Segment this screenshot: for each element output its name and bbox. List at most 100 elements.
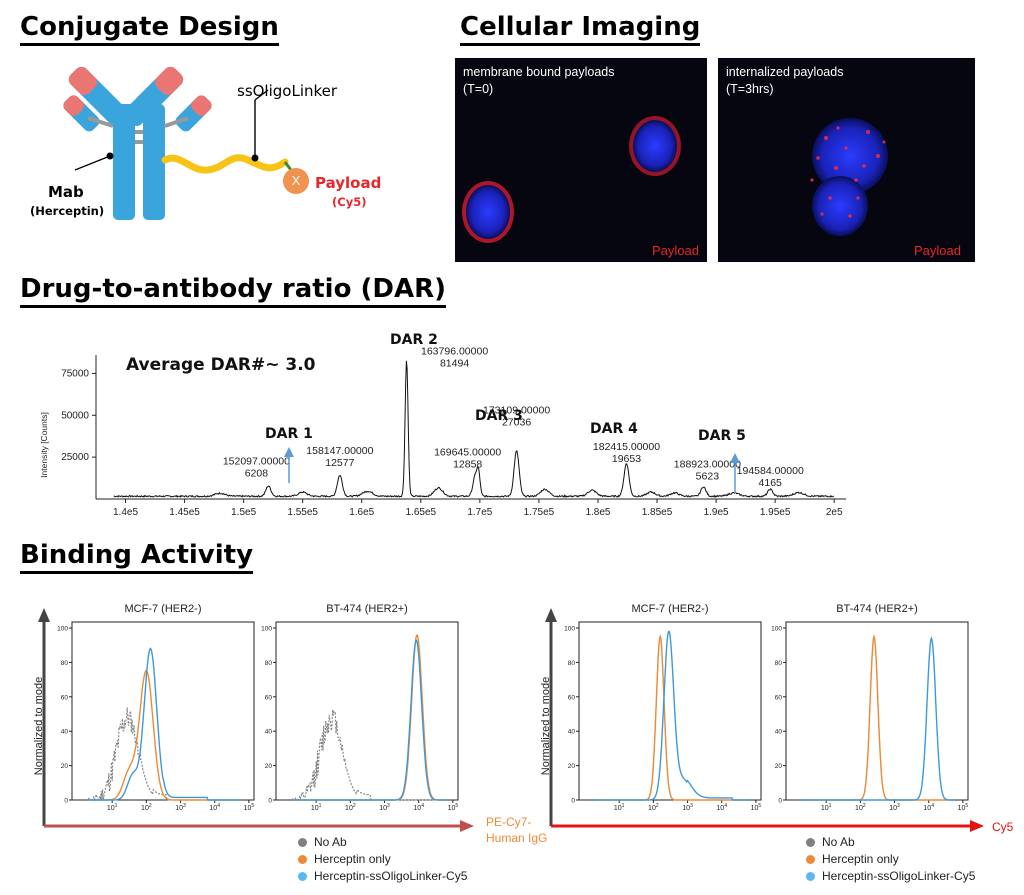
- binding-ytick-label: 0: [268, 798, 272, 805]
- dar-5-label: DAR 5: [698, 428, 746, 444]
- dar-1-label: DAR 1: [265, 426, 313, 442]
- dar-peak-count: 19653: [612, 453, 641, 465]
- dar-xtick-label: 1.55e5: [287, 507, 318, 518]
- binding-xtick-label: 103: [379, 803, 390, 812]
- imaging-right-caption-1: internalized payloads: [726, 65, 844, 79]
- dar-peak-count: 81494: [440, 358, 469, 370]
- dar-peak-mass: 173109.00000: [483, 405, 550, 417]
- mab-sub-label: (Herceptin): [30, 204, 105, 218]
- legend-herceptin: Herceptin only: [314, 852, 391, 866]
- antibody-heavy-chain-left: [113, 104, 135, 220]
- dar-3-label: DAR 3: [475, 408, 523, 424]
- legend-herceptin-right: Herceptin only: [822, 852, 899, 866]
- binding-ytick-label: 40: [568, 729, 576, 736]
- antibody-right-arm: [123, 66, 184, 127]
- dar-xtick-label: 1.8e5: [585, 507, 610, 518]
- antibody-right-light: [175, 95, 212, 132]
- dar-peak-count: 12577: [325, 457, 354, 469]
- binding-panel-frame: [578, 621, 762, 801]
- dar-xtick-label: 1.75e5: [524, 507, 555, 518]
- dar-xtick-label: 1.95e5: [760, 507, 791, 518]
- binding-activity-title: Binding Activity: [20, 540, 254, 574]
- dar-ytick-label: 75000: [61, 368, 89, 379]
- binding-xtick-label: 101: [821, 803, 832, 812]
- binding-xtick-label: 105: [751, 803, 762, 812]
- binding-panel-frame: [275, 621, 459, 801]
- imaging-right-payload-label: Payload: [914, 243, 961, 258]
- dar-xtick-label: 1.65e5: [406, 507, 437, 518]
- legend-no-ab-right: No Ab: [822, 835, 855, 849]
- average-dar-label: Average DAR#~ 3.0: [126, 355, 316, 375]
- payload-label: Payload: [315, 174, 382, 192]
- binding-ytick-label: 60: [568, 694, 576, 701]
- imaging-panel-right: internalized payloads (T=3hrs) Payload: [718, 58, 975, 262]
- binding-ytick-label: 20: [775, 763, 783, 770]
- binding-ytick-label: 80: [568, 660, 576, 667]
- binding-panel-title: MCF-7 (HER2-): [632, 603, 709, 615]
- herceptin-curve: [802, 634, 956, 801]
- binding-xtick-label: 104: [923, 803, 934, 812]
- dar-peak-mass: 188923.00000: [674, 459, 741, 471]
- binding-xtick-label: 104: [209, 803, 220, 812]
- binding-ytick-label: 0: [571, 798, 575, 805]
- imaging-left-payload-label: Payload: [652, 243, 699, 258]
- legend-conjugate: Herceptin-ssOligoLinker-Cy5: [314, 869, 468, 883]
- binding-ytick-label: 40: [775, 729, 783, 736]
- binding-xtick-label: 101: [614, 803, 625, 812]
- dar-peak-count: 4165: [759, 477, 783, 489]
- binding-ytick-label: 20: [568, 763, 576, 770]
- conjugate-curve: [292, 639, 446, 801]
- dar-xtick-label: 1.6e5: [349, 507, 374, 518]
- binding-xtick-label: 105: [244, 803, 255, 812]
- binding-ytick-label: 100: [771, 626, 782, 633]
- binding-ytick-label: 0: [778, 798, 782, 805]
- conjugate-diagram: [63, 66, 309, 220]
- dar-xtick-label: 1.45e5: [169, 507, 200, 518]
- dar-xtick-label: 1.9e5: [704, 507, 729, 518]
- binding-ytick-label: 100: [261, 626, 272, 633]
- binding-ytick-label: 40: [265, 729, 273, 736]
- mab-label: Mab: [48, 183, 84, 201]
- conjugate-design-title: Conjugate Design: [20, 12, 279, 46]
- binding-xtick-label: 105: [448, 803, 459, 812]
- binding-panel-title: MCF-7 (HER2-): [125, 603, 202, 615]
- binding-ytick-label: 60: [265, 694, 273, 701]
- binding-xtick-label: 103: [682, 803, 693, 812]
- dar-peak-count: 27036: [502, 417, 531, 429]
- conjugate-curve: [88, 647, 242, 801]
- dar-xtick-label: 1.4e5: [113, 507, 138, 518]
- dar-spectrum-trace: [113, 360, 835, 498]
- binding-right-xlabel: Cy5: [992, 820, 1014, 834]
- binding-ytick-label: 80: [61, 660, 69, 667]
- binding-ytick-label: 20: [265, 763, 273, 770]
- dar-xtick-label: 2e5: [826, 507, 843, 518]
- binding-ytick-label: 100: [57, 626, 68, 633]
- dar-xtick-label: 1.7e5: [467, 507, 492, 518]
- binding-panel-title: BT-474 (HER2+): [326, 603, 408, 615]
- binding-xtick-label: 101: [107, 803, 118, 812]
- payload-circle: [283, 168, 309, 194]
- dar-peak-mass: 182415.00000: [593, 441, 660, 453]
- legend-conjugate-right: Herceptin-ssOligoLinker-Cy5: [822, 869, 976, 883]
- binding-ytick-label: 100: [564, 626, 575, 633]
- binding-xtick-label: 102: [345, 803, 356, 812]
- dar-title: Drug-to-antibody ratio (DAR): [20, 274, 446, 308]
- binding-legend-right: No Ab Herceptin only Herceptin-ssOligoLi…: [806, 835, 975, 883]
- binding-left-xlabel-2: Human IgG: [486, 831, 547, 845]
- binding-xtick-label: 102: [141, 803, 152, 812]
- binding-left-xlabel-1: PE-Cy7-: [486, 815, 531, 829]
- herceptin-curve: [88, 669, 242, 801]
- dar-xtick-label: 1.5e5: [231, 507, 256, 518]
- dar-peak-mass: 163796.00000: [421, 346, 488, 358]
- dar-peak-count: 12858: [453, 458, 482, 470]
- imaging-left-caption-1: membrane bound payloads: [463, 65, 615, 79]
- imaging-panel-left: membrane bound payloads (T=0) Payload: [455, 58, 707, 262]
- dar-peak-count: 6208: [245, 468, 269, 480]
- linker-chain: [161, 154, 289, 174]
- binding-panel-title: BT-474 (HER2+): [836, 603, 918, 615]
- binding-ytick-label: 20: [61, 763, 69, 770]
- dar-peak-mass: 169645.00000: [434, 446, 501, 458]
- binding-xtick-label: 101: [311, 803, 322, 812]
- binding-xtick-label: 104: [413, 803, 424, 812]
- dar-xtick-label: 1.85e5: [642, 507, 673, 518]
